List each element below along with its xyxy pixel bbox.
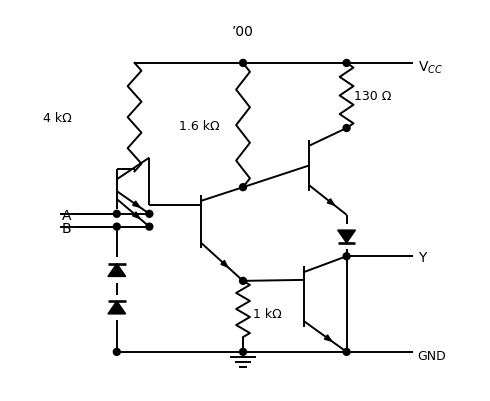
Text: 4 kΩ: 4 kΩ (43, 111, 72, 124)
Polygon shape (133, 213, 140, 219)
Circle shape (343, 125, 350, 132)
Circle shape (343, 348, 350, 355)
Text: GND: GND (417, 349, 446, 363)
Text: 1 kΩ: 1 kΩ (253, 308, 282, 321)
Polygon shape (324, 335, 332, 341)
Circle shape (240, 184, 246, 191)
Circle shape (240, 278, 246, 285)
Polygon shape (338, 231, 355, 243)
Polygon shape (108, 301, 125, 314)
Text: Y: Y (417, 251, 426, 265)
Text: 130 Ω: 130 Ω (354, 90, 392, 103)
Circle shape (343, 253, 350, 260)
Polygon shape (108, 264, 125, 277)
Text: B: B (62, 221, 72, 235)
Circle shape (240, 60, 246, 67)
Text: V$_{CC}$: V$_{CC}$ (417, 59, 443, 76)
Circle shape (113, 224, 120, 231)
Circle shape (113, 211, 120, 218)
Polygon shape (327, 199, 334, 206)
Circle shape (146, 224, 153, 231)
Polygon shape (221, 261, 228, 267)
Text: ’00: ’00 (232, 25, 254, 39)
Circle shape (146, 211, 153, 218)
Polygon shape (133, 202, 140, 208)
Circle shape (343, 60, 350, 67)
Circle shape (240, 348, 246, 355)
Circle shape (113, 348, 120, 355)
Text: A: A (62, 208, 72, 222)
Text: 1.6 kΩ: 1.6 kΩ (179, 119, 220, 132)
